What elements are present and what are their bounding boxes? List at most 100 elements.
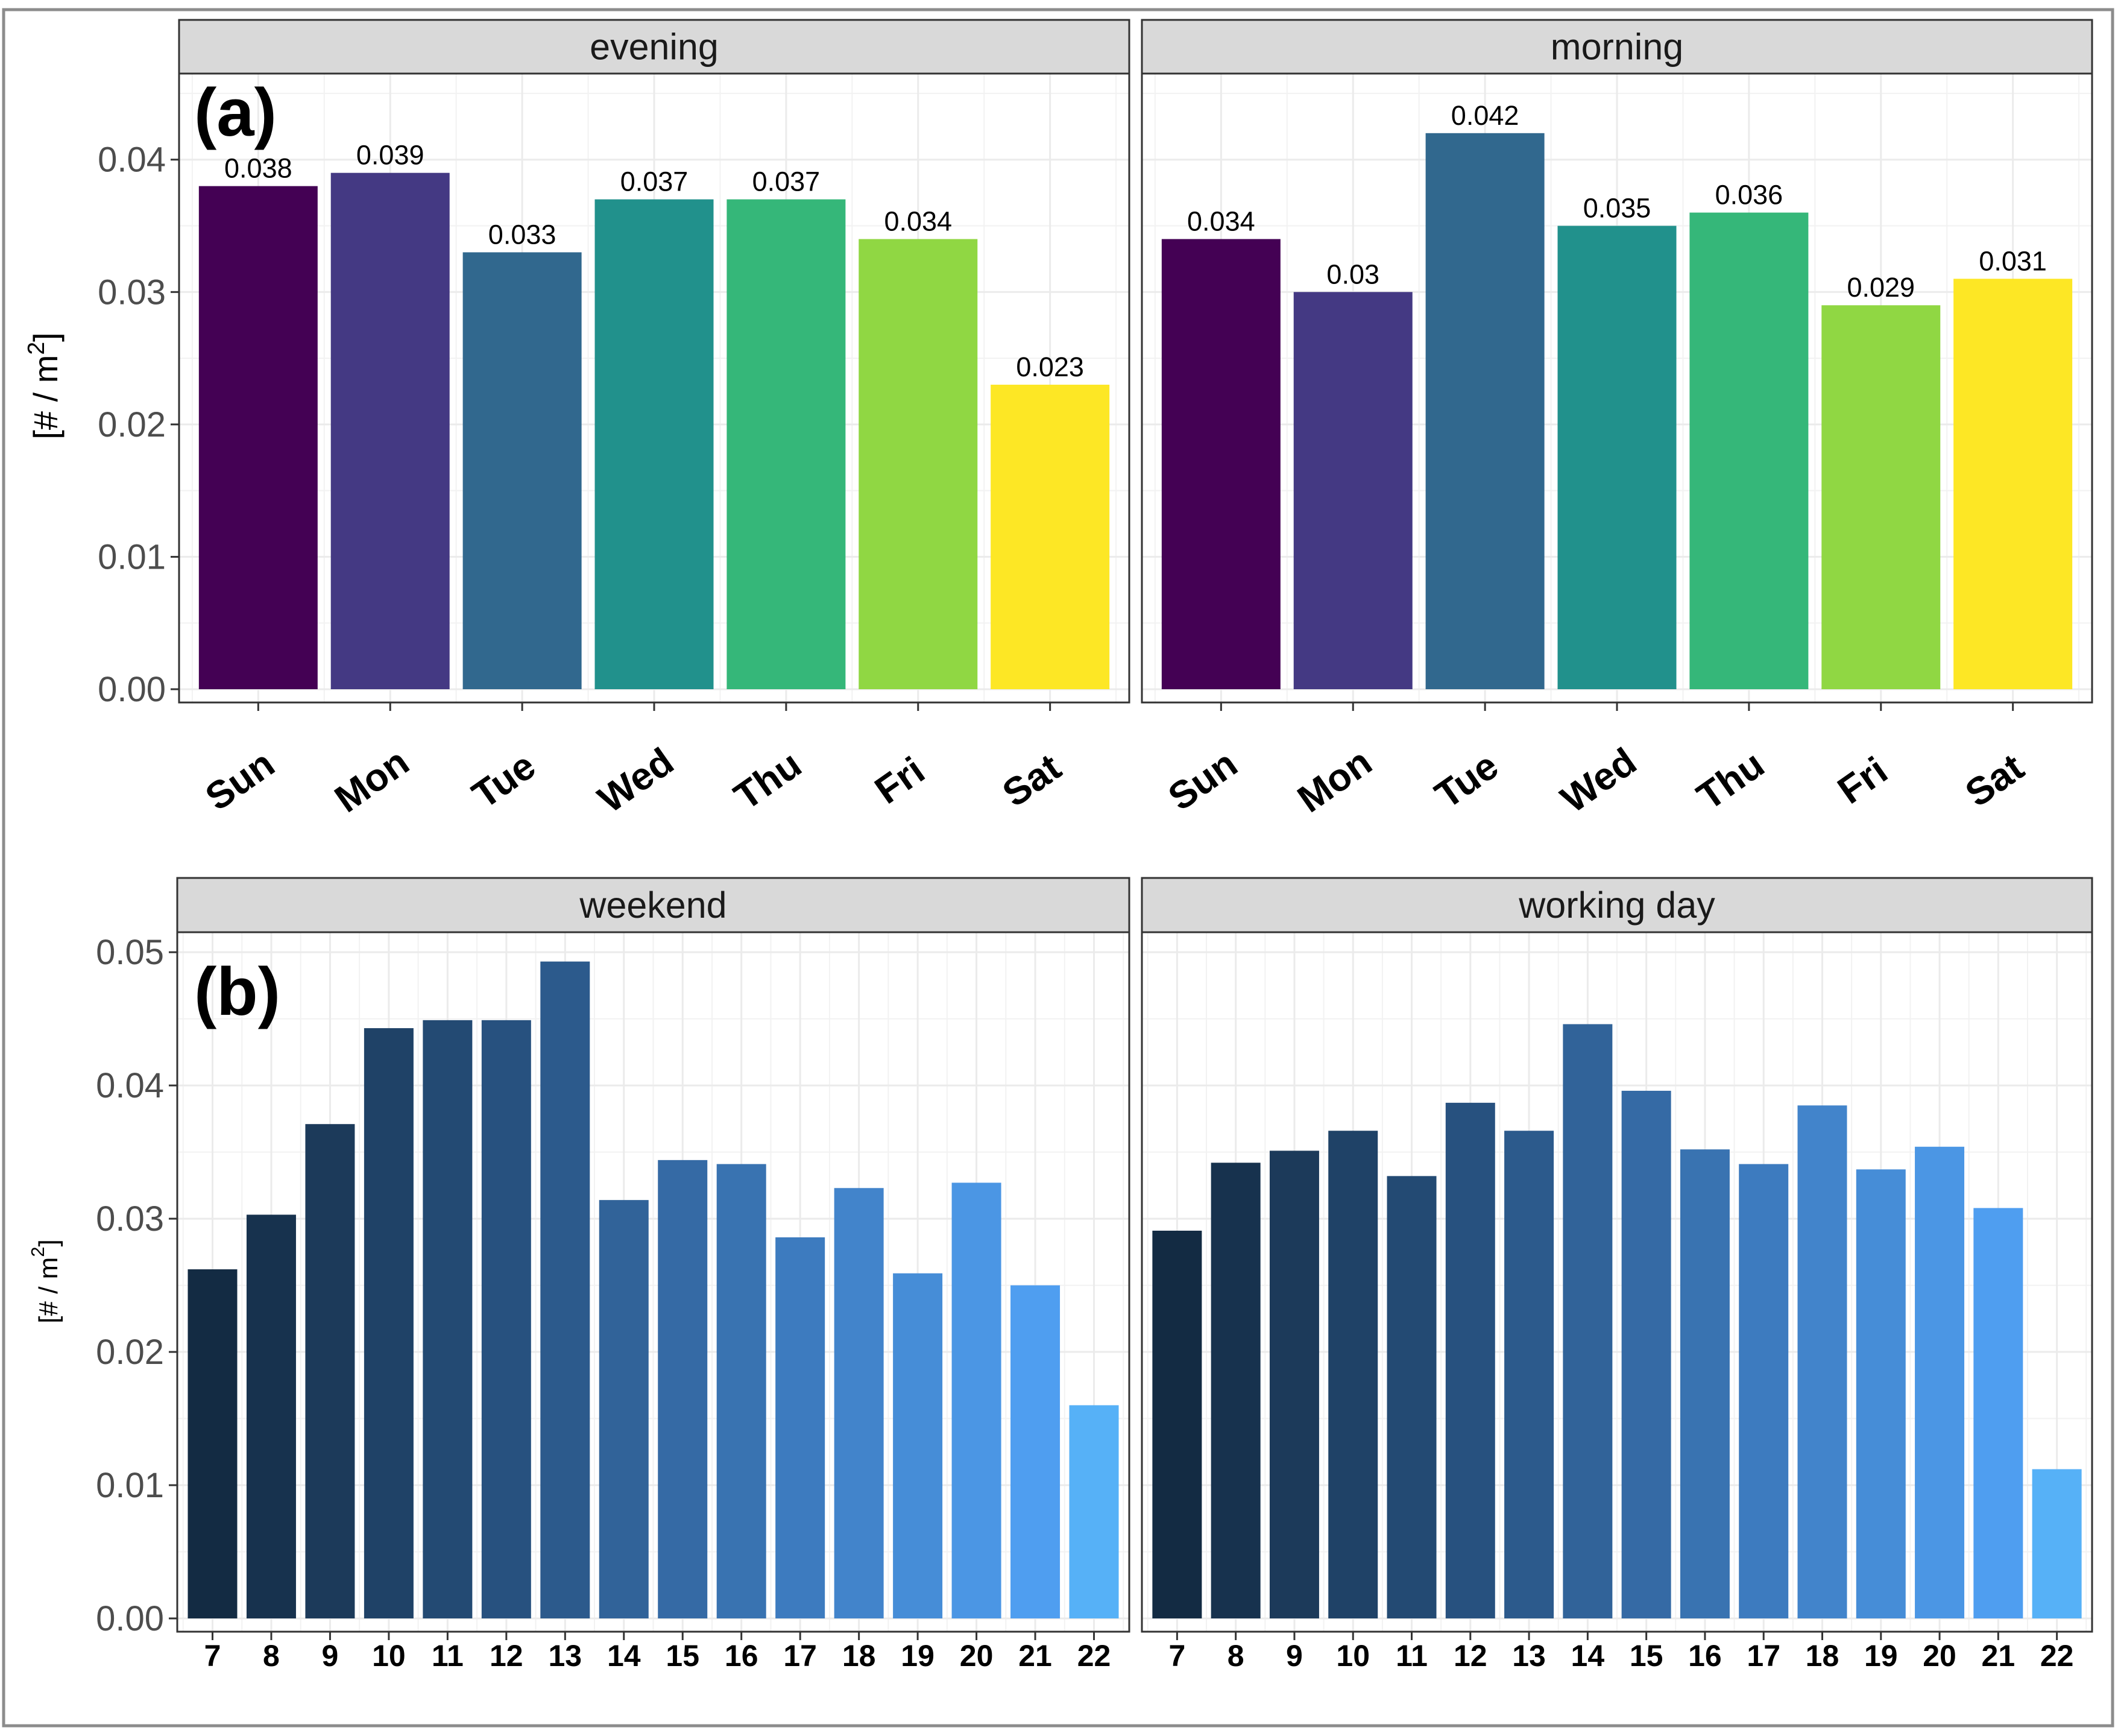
bar-evening-Mon <box>330 172 450 689</box>
x-tick-label: 16 <box>725 1639 758 1673</box>
bar-weekend-20 <box>951 1182 1001 1618</box>
bar-value-label: 0.033 <box>488 219 556 250</box>
bar-morning-Mon <box>1293 292 1413 690</box>
x-tick-label: 15 <box>666 1639 699 1673</box>
x-tick-label: 22 <box>2040 1639 2074 1673</box>
facet-strip <box>178 19 1130 75</box>
x-tick-label: 22 <box>1077 1639 1111 1673</box>
bar-weekend-16 <box>716 1164 766 1618</box>
y-tick-label: 0.01 <box>98 537 166 576</box>
bar-weekend-22 <box>1069 1405 1119 1618</box>
bar-weekend-15 <box>658 1160 708 1618</box>
bar-morning-Thu <box>1689 212 1809 689</box>
bar-working-day-12 <box>1445 1102 1495 1618</box>
bar-weekend-11 <box>423 1020 473 1618</box>
x-tick-label: 13 <box>548 1639 582 1673</box>
x-tick-label: 12 <box>1454 1639 1487 1673</box>
y-tick-label: 0.04 <box>98 140 166 180</box>
y-tick-label: 0.02 <box>98 405 166 444</box>
y-tick-label: 0.00 <box>98 670 166 709</box>
x-tick-label: 17 <box>783 1639 817 1673</box>
bar-value-label: 0.035 <box>1583 193 1651 224</box>
panel-tag-label: (b) <box>194 954 280 1029</box>
x-tick-label: 11 <box>432 1639 464 1673</box>
y-tick-label: 0.03 <box>96 1199 164 1239</box>
bar-value-label: 0.038 <box>224 153 292 184</box>
bar-weekend-18 <box>834 1188 884 1618</box>
bar-working-day-14 <box>1563 1024 1613 1618</box>
facet-strip <box>1141 19 2093 75</box>
bar-working-day-9 <box>1269 1150 1319 1618</box>
bar-morning-Sun <box>1161 239 1281 689</box>
bar-value-label: 0.029 <box>1847 272 1915 303</box>
bar-evening-Fri <box>859 239 978 689</box>
bar-working-day-18 <box>1797 1105 1847 1618</box>
x-tick-label: 11 <box>1396 1639 1428 1673</box>
facet-strip-label: evening <box>590 27 719 68</box>
y-tick-label: 0.02 <box>96 1333 164 1372</box>
facet-strip-label: weekend <box>579 885 726 926</box>
x-tick-label: 7 <box>204 1639 221 1673</box>
bar-working-day-13 <box>1504 1131 1554 1618</box>
bar-working-day-19 <box>1856 1169 1906 1618</box>
bar-value-label: 0.034 <box>1187 206 1255 236</box>
bar-evening-Sat <box>991 384 1110 689</box>
bar-weekend-9 <box>305 1124 355 1618</box>
x-tick-label: 12 <box>490 1639 523 1673</box>
bar-weekend-17 <box>775 1237 825 1618</box>
x-tick-label: 9 <box>1286 1639 1303 1673</box>
bar-weekend-19 <box>893 1273 943 1618</box>
bar-weekend-10 <box>364 1028 414 1618</box>
bar-value-label: 0.03 <box>1326 259 1379 289</box>
facet-strip <box>176 877 1130 933</box>
facet-strip <box>1141 877 2093 933</box>
y-tick-label: 0.05 <box>96 933 164 972</box>
x-tick-label: 20 <box>1923 1639 1956 1673</box>
bar-working-day-7 <box>1152 1230 1202 1618</box>
x-tick-label: 10 <box>1336 1639 1370 1673</box>
facet-strip-label: morning <box>1551 27 1683 68</box>
bar-value-label: 0.031 <box>1979 245 2047 276</box>
bar-working-day-11 <box>1387 1176 1437 1618</box>
bar-value-label: 0.037 <box>620 166 689 197</box>
y-tick-label: 0.03 <box>98 273 166 312</box>
y-tick-label: 0.00 <box>96 1599 164 1638</box>
bar-morning-Sat <box>1953 279 2073 689</box>
bar-evening-Tue <box>462 252 582 690</box>
y-tick-label: 0.04 <box>96 1066 164 1105</box>
bar-value-label: 0.037 <box>752 166 821 197</box>
x-tick-label: 9 <box>322 1639 339 1673</box>
bar-evening-Wed <box>594 199 714 689</box>
bar-value-label: 0.042 <box>1451 100 1519 131</box>
bar-weekend-7 <box>188 1269 238 1618</box>
y-axis-title: [# / m2] <box>27 1239 63 1323</box>
x-tick-label: 17 <box>1747 1639 1780 1673</box>
bar-working-day-10 <box>1328 1131 1378 1618</box>
bar-evening-Sun <box>198 186 318 689</box>
x-tick-label: 7 <box>1168 1639 1185 1673</box>
x-tick-label: 8 <box>1228 1639 1244 1673</box>
bar-weekend-14 <box>599 1200 649 1618</box>
facet-strip-label: working day <box>1518 885 1715 926</box>
x-tick-label: 21 <box>1982 1639 2016 1673</box>
bar-value-label: 0.036 <box>1715 180 1783 210</box>
x-tick-label: 18 <box>1806 1639 1839 1673</box>
bar-working-day-16 <box>1680 1149 1730 1618</box>
bar-morning-Tue <box>1425 133 1545 689</box>
x-tick-label: 8 <box>263 1639 280 1673</box>
bar-working-day-8 <box>1211 1163 1261 1618</box>
bar-working-day-17 <box>1739 1164 1789 1618</box>
x-tick-label: 20 <box>960 1639 994 1673</box>
x-tick-label: 18 <box>842 1639 876 1673</box>
panel-tag-label: (a) <box>194 75 277 150</box>
x-tick-label: 19 <box>1864 1639 1898 1673</box>
bar-evening-Thu <box>726 199 846 689</box>
bar-morning-Wed <box>1557 226 1677 689</box>
x-tick-label: 19 <box>901 1639 935 1673</box>
bar-weekend-21 <box>1010 1285 1061 1618</box>
bar-value-label: 0.039 <box>356 140 424 171</box>
y-axis-title: [# / m2] <box>24 332 65 439</box>
x-tick-label: 15 <box>1630 1639 1663 1673</box>
